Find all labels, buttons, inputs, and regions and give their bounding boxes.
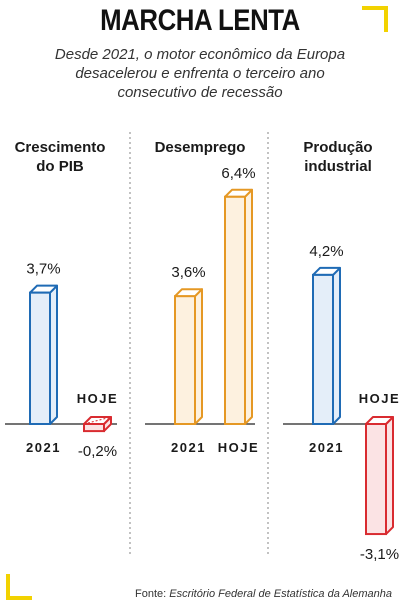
bar-front — [224, 195, 246, 425]
category-label: HOJE — [77, 391, 118, 406]
bar-2021-3 — [312, 266, 341, 425]
bar-side — [385, 416, 394, 536]
bar-side — [332, 266, 341, 425]
value-label: 6,4% — [221, 165, 255, 182]
bar-front — [312, 273, 334, 425]
bar-2021-2 — [174, 288, 203, 426]
category-label: 2021 — [26, 440, 61, 455]
category-label: HOJE — [218, 440, 259, 455]
bar-front — [29, 291, 51, 425]
bar-front — [365, 423, 387, 536]
value-label: -3,1% — [360, 546, 399, 563]
category-label: 2021 — [171, 440, 206, 455]
value-label: 4,2% — [309, 243, 343, 260]
bar-hoje-2 — [224, 188, 253, 425]
corner-accent-top-right — [362, 6, 388, 32]
category-label: 2021 — [309, 440, 344, 455]
value-label: -0,2% — [78, 443, 117, 460]
bar-hoje-3 — [365, 416, 394, 536]
category-label: HOJE — [359, 391, 400, 406]
chart-subtitle: Desde 2021, o motor econômico da Europa … — [54, 46, 346, 101]
bar-front — [83, 423, 105, 433]
panel-title: Crescimento do PIB — [15, 139, 106, 175]
bar-2021-1 — [29, 284, 58, 425]
source-label: Fonte: — [134, 588, 167, 600]
value-label: 3,7% — [26, 261, 60, 278]
source-note: Fonte: Escritório Federal de Estatística… — [135, 588, 392, 600]
panel-title: Desemprego — [155, 139, 246, 156]
chart-title: MARCHA LENTA — [100, 4, 300, 37]
bar-side — [194, 288, 203, 425]
source-text: Escritório Federal de Estatística da Ale… — [169, 588, 392, 600]
bar-hoje-1 — [83, 416, 112, 433]
bar-side — [244, 188, 253, 425]
value-label: 3,6% — [171, 264, 205, 281]
bar-front — [174, 295, 196, 426]
charts-svg: Crescimento do PIB 3,7% 2021 -0,2% HOJE Desemp… — [5, 132, 400, 563]
bar-side — [49, 284, 58, 425]
panel-title: Produção industrial — [303, 139, 372, 175]
corner-accent-bottom-left — [6, 574, 32, 600]
bar-detail — [83, 416, 112, 425]
